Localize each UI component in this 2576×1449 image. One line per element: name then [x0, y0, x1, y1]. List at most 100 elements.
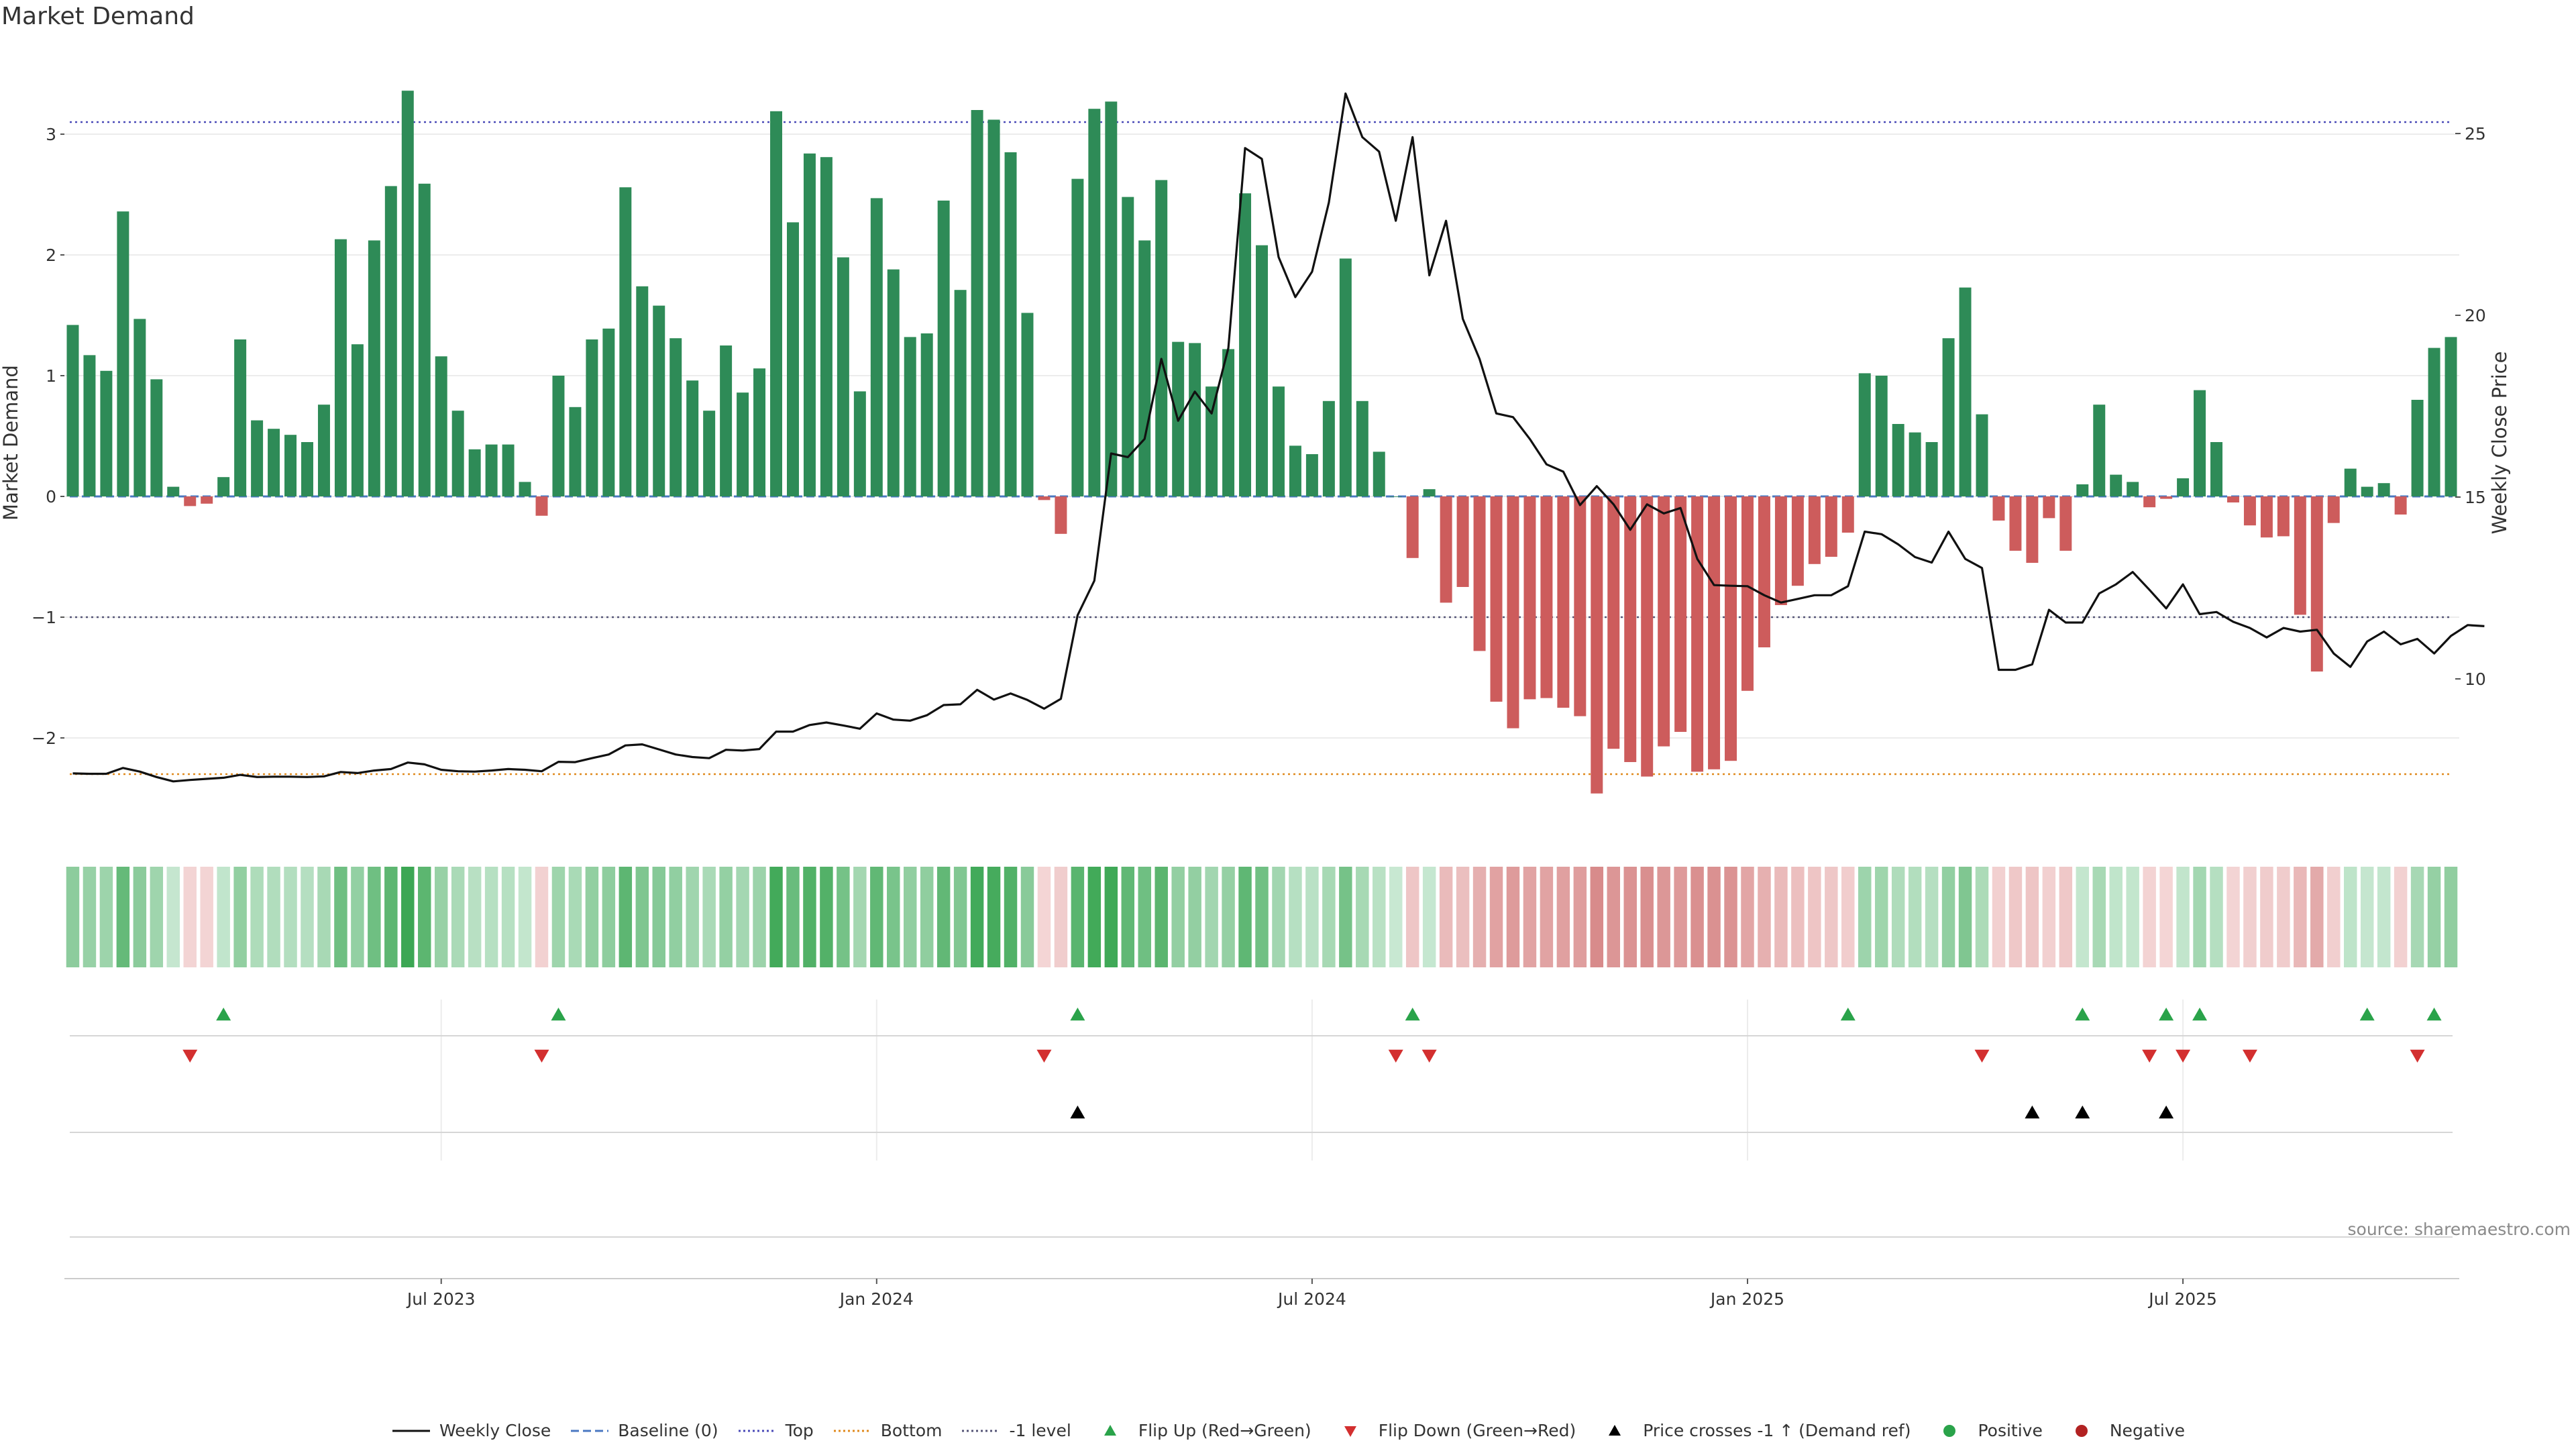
demand-bar — [653, 305, 665, 496]
demand-bar — [1406, 496, 1419, 558]
heat-cell — [1908, 867, 1922, 967]
heat-cell — [887, 867, 900, 967]
demand-bar — [2177, 478, 2190, 496]
heat-cell — [217, 867, 230, 967]
legend-item: Bottom — [833, 1421, 943, 1440]
demand-bar — [2226, 496, 2239, 502]
demand-bar — [1641, 496, 1654, 777]
demand-bar — [1976, 414, 1988, 496]
legend-symbol — [833, 1430, 871, 1432]
demand-bar — [1289, 445, 1301, 496]
demand-bar — [1440, 496, 1452, 603]
demand-bar — [251, 420, 264, 496]
heat-cell — [1272, 867, 1285, 967]
demand-bar — [1272, 386, 1285, 496]
heat-cell — [1506, 867, 1520, 967]
demand-bar — [753, 368, 766, 496]
demand-bar — [1473, 496, 1486, 651]
x-tick-label: Jan 2025 — [1709, 1289, 1784, 1309]
demand-bar — [2026, 496, 2039, 563]
flip-up-marker — [2192, 1008, 2208, 1021]
demand-bar — [201, 496, 213, 504]
demand-bar — [2160, 496, 2173, 499]
heat-cell — [1439, 867, 1453, 967]
legend-item: Weekly Close — [391, 1421, 551, 1440]
y2-tick-label: 15 — [2465, 488, 2486, 507]
heat-cell — [1138, 867, 1151, 967]
source-note: source: sharemaestro.com — [2347, 1220, 2571, 1239]
legend-symbol — [1943, 1424, 1956, 1437]
heat-cell — [2294, 867, 2307, 967]
heat-cell — [1825, 867, 1838, 967]
heat-cell — [150, 867, 164, 967]
heat-cell — [1255, 867, 1269, 967]
heat-cell — [451, 867, 465, 967]
heat-cell — [1322, 867, 1336, 967]
demand-bar — [401, 91, 414, 496]
heat-cell — [2243, 867, 2257, 967]
demand-bar — [1122, 197, 1134, 496]
demand-bar — [451, 411, 464, 496]
demand-bar — [1892, 424, 1904, 496]
demand-bar — [1490, 496, 1503, 702]
heat-cell — [936, 867, 951, 967]
heat-cell — [1741, 867, 1754, 967]
heat-cell — [1238, 867, 1252, 967]
demand-bar — [150, 379, 163, 496]
demand-bar — [720, 345, 733, 496]
flip-up-marker — [1405, 1008, 1420, 1021]
heat-cell — [1841, 867, 1855, 967]
demand-bar — [502, 444, 515, 496]
demand-bar — [2110, 474, 2123, 496]
demand-bar — [1055, 496, 1067, 534]
heat-cell — [1472, 867, 1487, 967]
flip-up-marker — [216, 1008, 231, 1021]
heat-cell — [1556, 867, 1570, 967]
demand-bar — [133, 319, 146, 496]
y-tick-label: 1 — [46, 366, 56, 386]
heat-cell — [1489, 867, 1503, 967]
legend-label: Weekly Close — [439, 1421, 551, 1440]
demand-bar — [468, 449, 481, 496]
heat-cell — [1456, 867, 1470, 967]
heat-cell — [1121, 867, 1135, 967]
heat-cell — [602, 867, 616, 967]
heat-cell — [1305, 867, 1319, 967]
heat-cell — [736, 867, 749, 967]
heat-cell — [769, 867, 783, 967]
demand-bar — [2260, 496, 2273, 538]
demand-bar — [1423, 489, 1436, 496]
demand-bars — [66, 91, 2457, 794]
demand-bar — [1088, 109, 1101, 496]
heat-cell — [1640, 867, 1654, 967]
heat-strip — [66, 867, 2458, 967]
heat-cell — [803, 867, 816, 967]
heat-cell — [434, 867, 448, 967]
heat-cell — [953, 867, 967, 967]
demand-bar — [887, 269, 900, 496]
legend-symbol — [962, 1430, 1000, 1432]
flip-down-marker — [1388, 1049, 1403, 1063]
legend-symbol — [1609, 1424, 1621, 1436]
demand-bar — [1322, 400, 1335, 496]
demand-bar — [1758, 496, 1770, 647]
demand-bar — [1591, 496, 1603, 794]
legend-label: Bottom — [880, 1421, 943, 1440]
demand-bar — [2327, 496, 2340, 523]
legend-item: Price crosses -1 ↑ (Demand ref) — [1595, 1421, 1911, 1440]
demand-bar — [1858, 373, 1871, 496]
heat-cell — [568, 867, 582, 967]
heat-cell — [1657, 867, 1670, 967]
legend-label: Negative — [2109, 1421, 2186, 1440]
heat-cell — [853, 867, 867, 967]
demand-bar — [435, 356, 447, 496]
demand-bar — [167, 486, 180, 496]
y-tick-label: 0 — [46, 487, 56, 506]
x-axis: Jul 2023 Jan 2024 Jul 2024 Jan 2025 Jul 2025 — [64, 1278, 2459, 1309]
demand-bar — [619, 187, 632, 496]
demand-bar — [1456, 496, 1469, 587]
demand-bar — [1523, 496, 1536, 700]
demand-bar — [1774, 496, 1787, 605]
y-tick-label: 3 — [46, 125, 56, 144]
heat-cell — [2444, 867, 2458, 967]
